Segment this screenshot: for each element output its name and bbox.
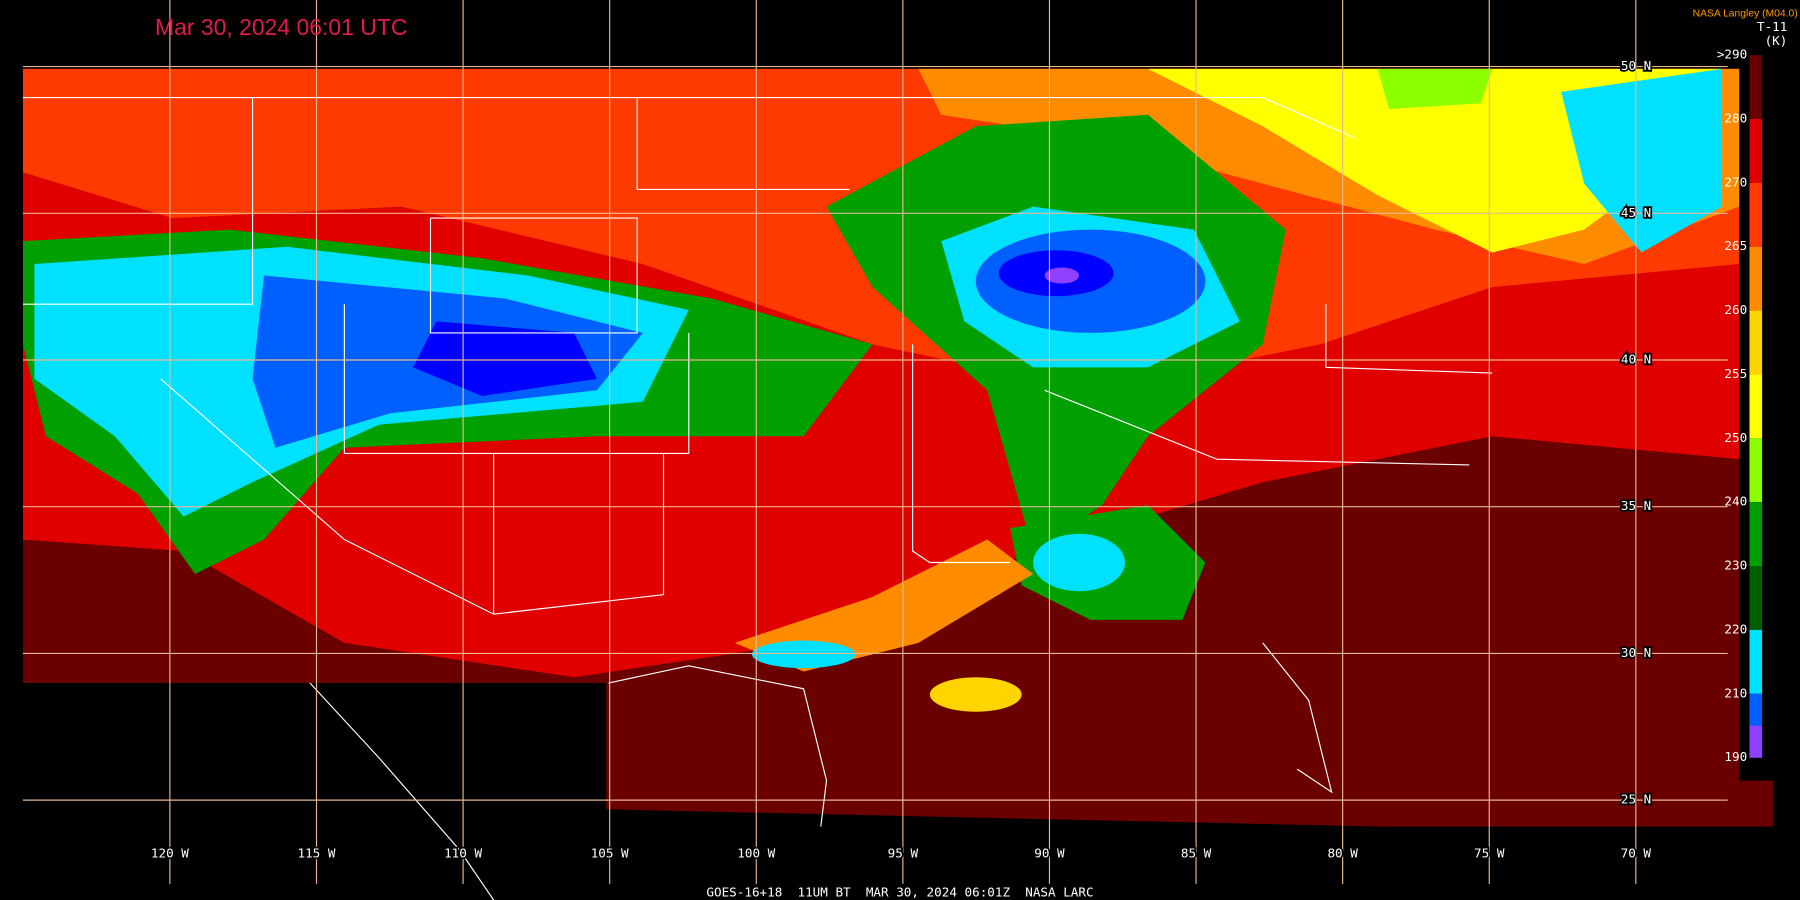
border — [1044, 389, 1470, 466]
unit: (K) — [1765, 33, 1788, 48]
scale-swatch — [1749, 438, 1763, 503]
border — [912, 344, 1011, 564]
scale-label: 265 — [1724, 238, 1747, 253]
longitude-label: 95 W — [888, 846, 919, 861]
color-scale: >290 280 270 265 260 255 250 240 230 220 210 190 — [1717, 47, 1763, 764]
ir-cells-texas — [751, 640, 856, 669]
ir-coldest — [1044, 267, 1080, 284]
scale-swatch — [1749, 725, 1763, 758]
scale-label: 220 — [1724, 621, 1747, 636]
scale-label: 260 — [1724, 302, 1747, 317]
scale-label: 230 — [1724, 558, 1747, 573]
ir-base-south — [606, 683, 1774, 827]
border — [493, 453, 665, 615]
ir-lime — [1377, 68, 1493, 110]
longitude-label: 90 W — [1034, 846, 1065, 861]
border — [22, 97, 1355, 139]
longitude-label: 120 W — [151, 846, 189, 861]
border — [22, 97, 254, 305]
scale-swatch — [1749, 118, 1763, 183]
scale-swatch — [1749, 182, 1763, 247]
scale-swatch — [1749, 502, 1763, 567]
footer: GOES-16+18 11UM BT MAR 30, 2024 06:01Z N… — [706, 885, 1093, 900]
imagery — [22, 68, 1774, 900]
longitude-label: 115 W — [298, 846, 336, 861]
ir-cyan-south — [1033, 533, 1125, 592]
longitude-label: 75 W — [1474, 846, 1505, 861]
ir-deep-blue-west — [413, 321, 597, 397]
border — [429, 217, 638, 334]
longitude-label: 110 W — [444, 846, 482, 861]
no-data — [22, 683, 607, 900]
scale-label: 270 — [1724, 174, 1747, 189]
longitude-label: 85 W — [1181, 846, 1212, 861]
coast — [1262, 642, 1333, 794]
longitude-label: 80 W — [1327, 846, 1358, 861]
scale-swatch — [1749, 374, 1763, 439]
ir-band-texas — [734, 539, 1034, 672]
border — [160, 378, 494, 615]
scale-swatch — [1749, 629, 1763, 694]
scale-label: 280 — [1724, 110, 1747, 125]
scale-label: 190 — [1724, 749, 1747, 764]
scale-swatch — [1749, 310, 1763, 375]
scale-label: 250 — [1724, 430, 1747, 445]
scale-swatch — [1749, 55, 1763, 119]
border — [636, 97, 850, 190]
coast — [608, 665, 828, 827]
ir-cells-gulf — [929, 677, 1022, 712]
borders — [22, 97, 1493, 900]
coast — [309, 682, 495, 900]
credit: NASA Langley (M04.0) — [1693, 9, 1798, 20]
timestamp: Mar 30, 2024 06:01 UTC — [155, 14, 407, 40]
scale-label: >290 — [1717, 47, 1747, 62]
scale-label: 255 — [1724, 366, 1747, 381]
longitude-label: 70 W — [1621, 846, 1652, 861]
scale-label: 210 — [1724, 685, 1747, 700]
ir-cold-ne — [1561, 68, 1722, 253]
scale-label: 240 — [1724, 494, 1747, 509]
scale-swatch — [1749, 566, 1763, 630]
longitude-label: 105 W — [591, 846, 629, 861]
border — [343, 304, 690, 455]
border — [1325, 304, 1493, 374]
scale-swatch — [1749, 246, 1763, 311]
product: T-11 — [1757, 19, 1787, 34]
longitude-label: 100 W — [737, 846, 775, 861]
